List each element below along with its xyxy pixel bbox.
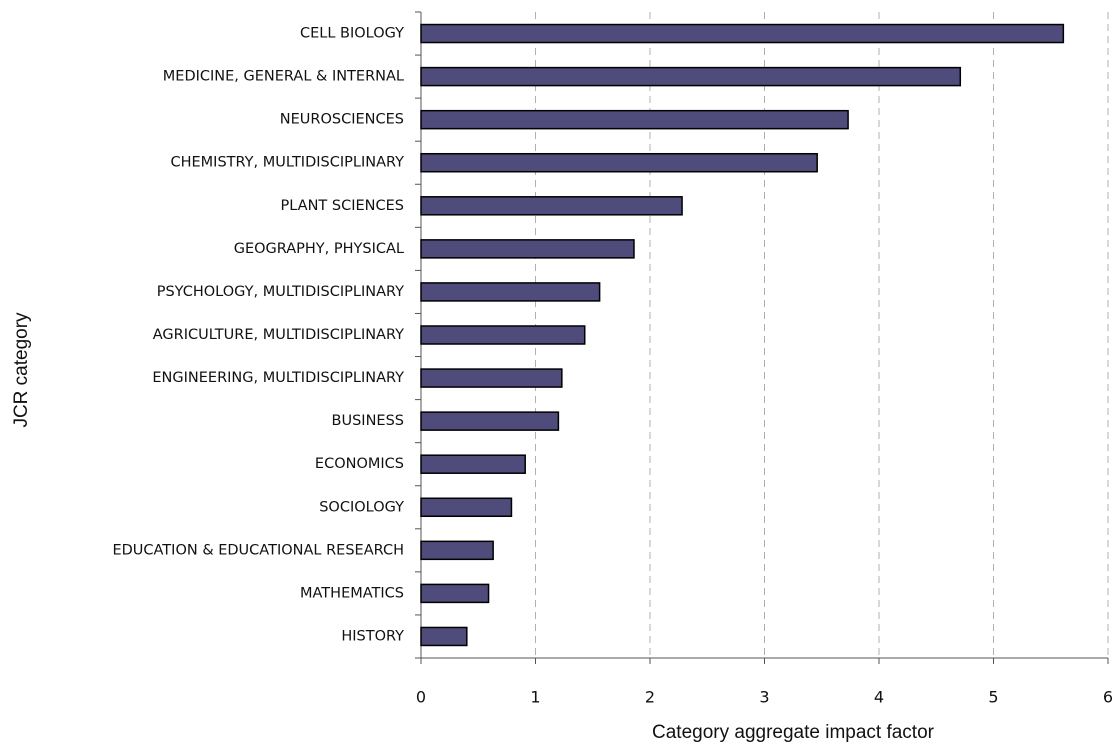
y-axis-label: JCR category [11, 312, 32, 428]
x-tick-label: 3 [759, 688, 769, 707]
y-tick-label: MEDICINE, GENERAL & INTERNAL [163, 69, 404, 85]
x-axis-label: Category aggregate impact factor [652, 722, 935, 743]
bar [420, 325, 586, 345]
y-tick-label: PLANT SCIENCES [281, 198, 405, 214]
bar [420, 454, 526, 474]
bar [420, 411, 560, 431]
y-tick-label: ECONOMICS [315, 456, 404, 472]
bar [420, 583, 490, 604]
x-tick-label: 5 [988, 688, 998, 707]
x-tick-label: 0 [416, 688, 426, 707]
y-tick-label: EDUCATION & EDUCATIONAL RESEARCH [112, 542, 404, 558]
bar [420, 282, 601, 302]
y-tick-label: HISTORY [341, 628, 404, 644]
x-tick-label: 1 [530, 688, 540, 707]
y-tick-label: SOCIOLOGY [319, 499, 404, 515]
bar [420, 540, 494, 561]
bar [420, 239, 635, 259]
y-tick-label: PSYCHOLOGY, MULTIDISCIPLINARY [157, 284, 404, 300]
y-tick-label: ENGINEERING, MULTIDISCIPLINARY [152, 370, 404, 386]
bar [420, 626, 468, 647]
bar [420, 196, 683, 216]
y-tick-label: CHEMISTRY, MULTIDISCIPLINARY [170, 155, 404, 171]
y-tick-label: BUSINESS [332, 413, 404, 429]
y-tick-label: MATHEMATICS [300, 585, 404, 601]
bar [420, 109, 849, 130]
x-tick-label: 4 [874, 688, 884, 707]
y-tick-label: CELL BIOLOGY [300, 26, 404, 42]
bar [420, 497, 513, 518]
bar [420, 23, 1065, 44]
y-tick-label: AGRICULTURE, MULTIDISCIPLINARY [153, 327, 404, 343]
bar [420, 66, 962, 87]
bar [420, 368, 563, 388]
y-tick-label: NEUROSCIENCES [280, 112, 404, 128]
y-tick-label: GEOGRAPHY, PHYSICAL [234, 241, 404, 257]
bar [420, 152, 818, 173]
x-tick-label: 6 [1103, 688, 1113, 707]
x-tick-label: 2 [645, 688, 655, 707]
